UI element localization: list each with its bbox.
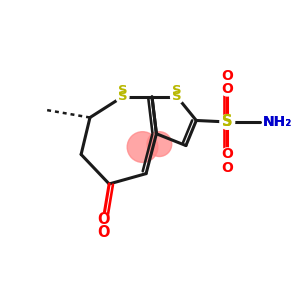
Circle shape [171, 90, 184, 103]
Text: S: S [222, 114, 232, 129]
Text: S: S [118, 84, 127, 97]
Text: O: O [221, 147, 233, 161]
Circle shape [147, 132, 172, 157]
Text: O: O [97, 212, 110, 227]
Circle shape [127, 132, 158, 162]
Text: O: O [221, 161, 233, 175]
Text: O: O [97, 225, 110, 240]
Circle shape [221, 148, 234, 161]
Circle shape [116, 90, 129, 103]
Circle shape [97, 213, 110, 226]
Text: S: S [172, 84, 182, 97]
Text: O: O [221, 69, 233, 83]
Text: S: S [172, 90, 182, 103]
Text: O: O [221, 82, 233, 97]
Circle shape [220, 115, 235, 129]
Text: NH₂: NH₂ [263, 115, 292, 129]
Text: S: S [222, 114, 232, 129]
Circle shape [221, 83, 234, 96]
Text: NH₂: NH₂ [263, 115, 292, 129]
Text: S: S [118, 90, 127, 103]
